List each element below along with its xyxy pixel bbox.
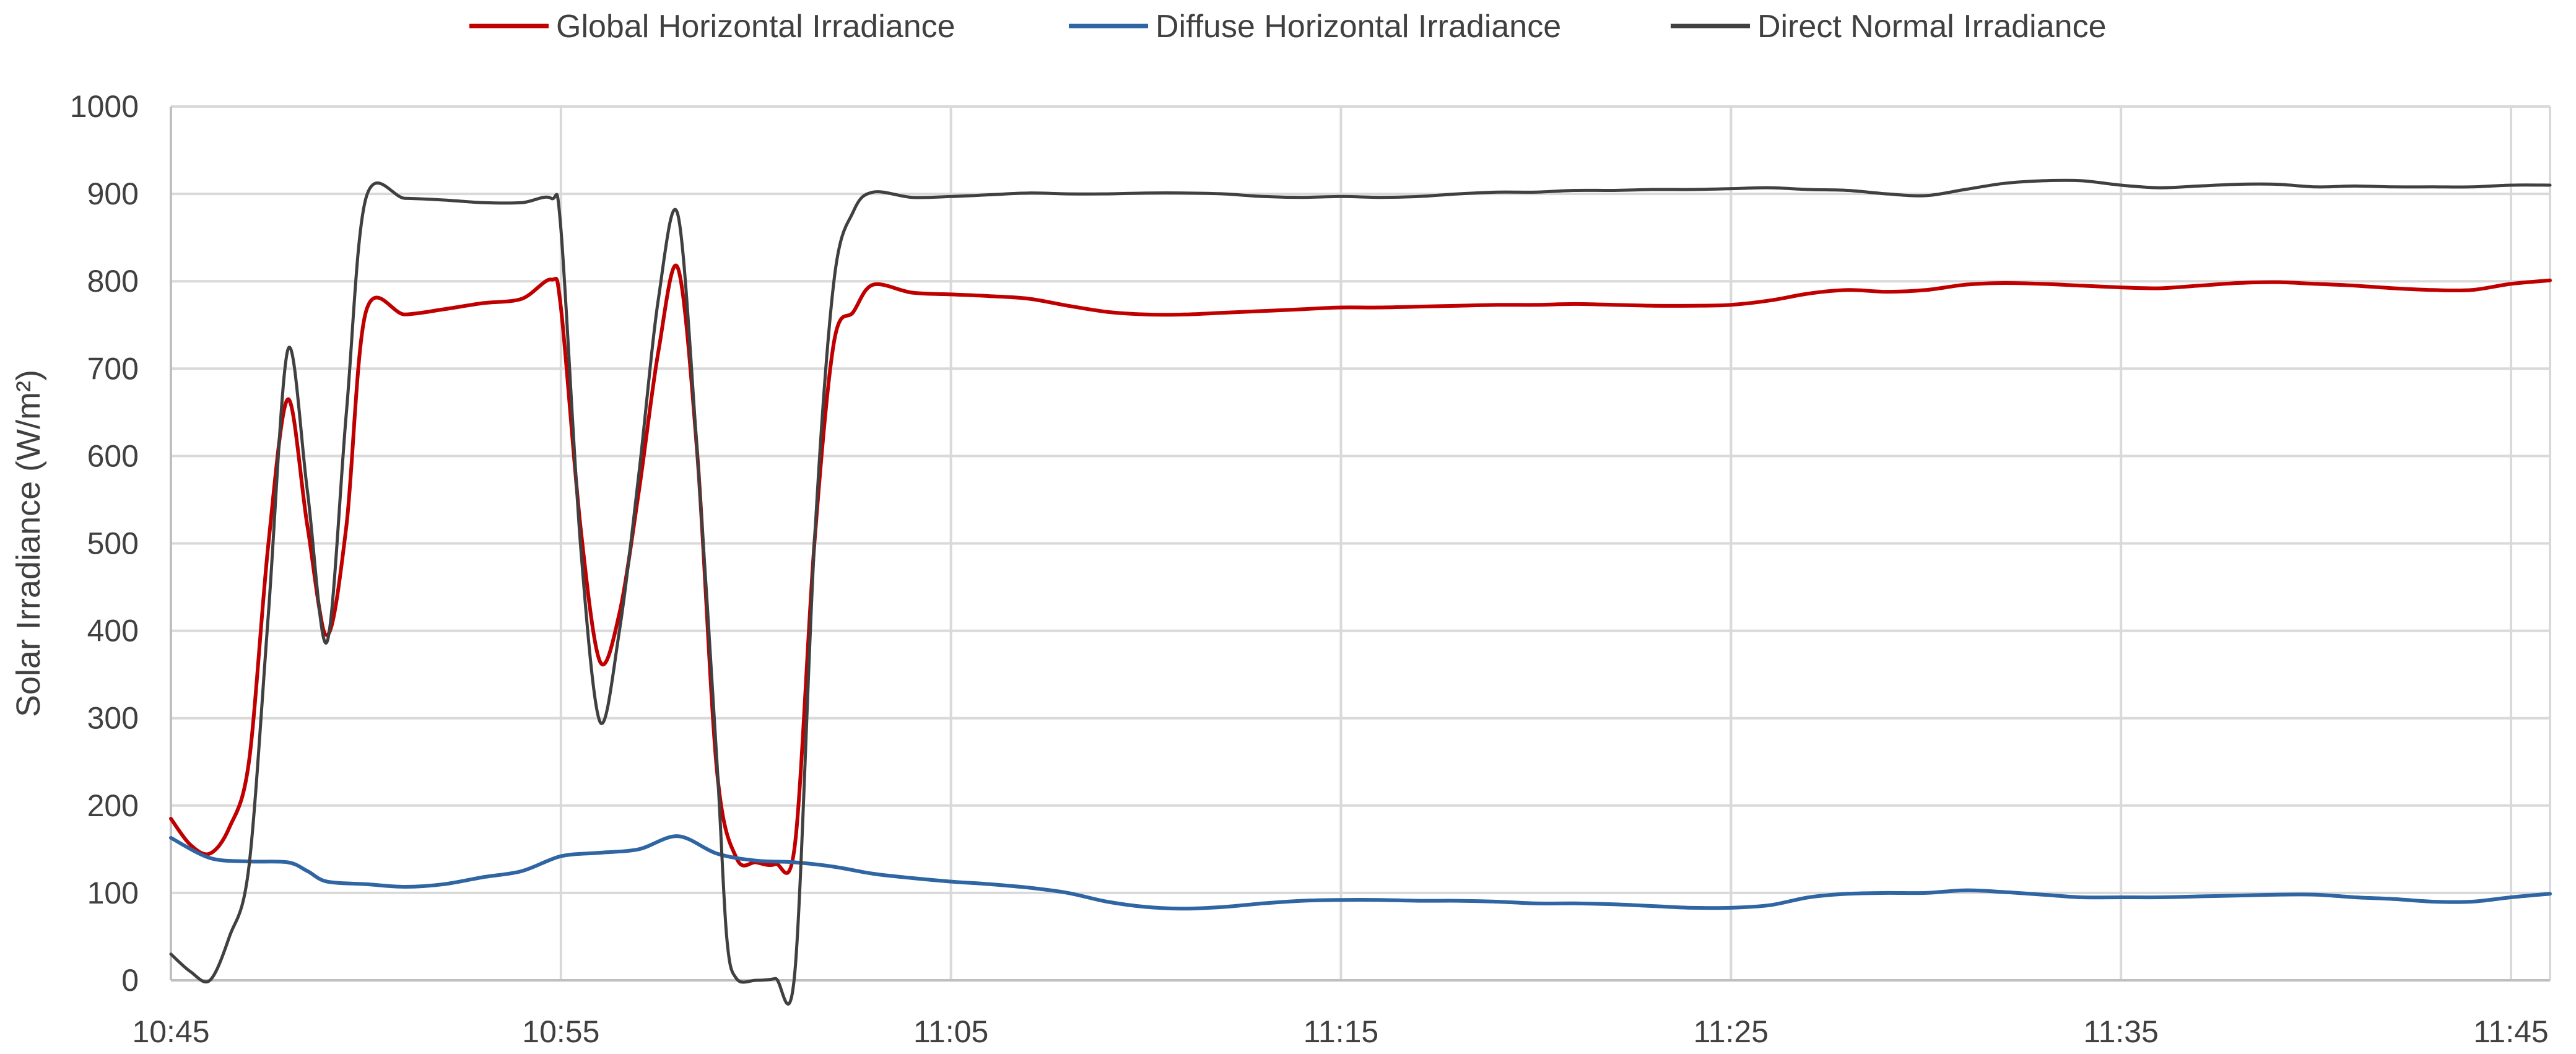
legend-label-direct-normal: Direct Normal Irradiance bbox=[1757, 9, 2107, 45]
x-tick-label: 11:35 bbox=[2083, 1014, 2158, 1049]
tick-labels: 0 100 200 300 400 500 600 700 800 900 1000 10:45 10:… bbox=[10, 89, 2549, 1049]
x-tick-label: 10:45 bbox=[132, 1014, 209, 1049]
x-tick-label: 10:55 bbox=[522, 1014, 599, 1049]
x-tick-label: 11:05 bbox=[913, 1014, 988, 1049]
y-tick-label: 800 bbox=[87, 264, 139, 298]
series-line-direct-normal bbox=[169, 178, 2552, 1006]
y-tick-label: 600 bbox=[87, 438, 139, 473]
legend: Global Horizontal Irradiance Diffuse Hori… bbox=[469, 9, 2107, 45]
y-tick-label: 500 bbox=[87, 526, 139, 561]
gridlines bbox=[170, 105, 2551, 980]
y-tick-label: 900 bbox=[87, 176, 139, 211]
y-tick-label: 100 bbox=[87, 876, 139, 910]
y-tick-label: 0 bbox=[121, 963, 139, 998]
series-line-global-horizontal bbox=[169, 263, 2552, 875]
y-tick-label: 400 bbox=[87, 614, 139, 648]
y-axis-title: Solar Irradiance (W/m²) bbox=[10, 370, 47, 717]
axes bbox=[170, 107, 2550, 982]
legend-label-diffuse-horizontal: Diffuse Horizontal Irradiance bbox=[1155, 9, 1561, 45]
series-lines bbox=[169, 178, 2552, 1006]
y-tick-label: 300 bbox=[87, 701, 139, 736]
x-tick-label: 11:15 bbox=[1303, 1014, 1378, 1049]
legend-label-global-horizontal: Global Horizontal Irradiance bbox=[556, 9, 955, 45]
x-tick-label: 11:25 bbox=[1694, 1014, 1769, 1049]
series-line-diffuse-horizontal bbox=[169, 834, 2552, 911]
y-tick-label: 700 bbox=[87, 351, 139, 386]
y-tick-label: 1000 bbox=[70, 89, 139, 124]
x-tick-label: 11:45 bbox=[2473, 1014, 2548, 1049]
y-tick-label: 200 bbox=[87, 788, 139, 823]
